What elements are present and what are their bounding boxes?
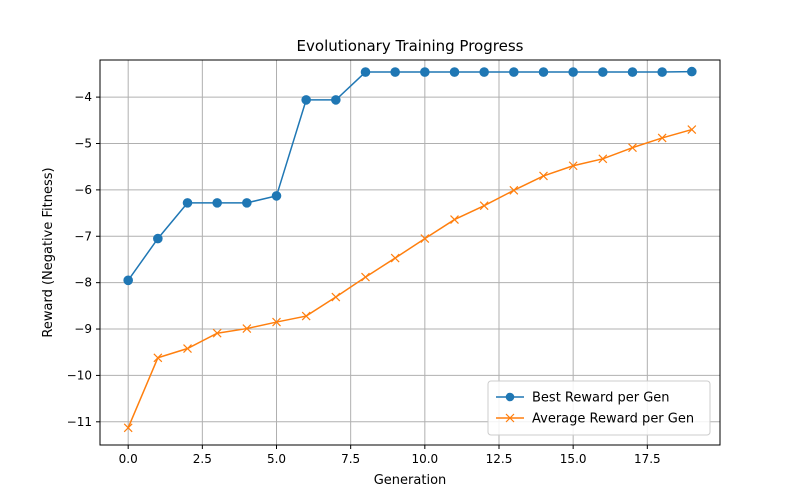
y-tick-label: −9 (74, 322, 92, 336)
legend-label: Average Reward per Gen (532, 412, 694, 427)
legend-marker (505, 392, 515, 402)
series-point (301, 95, 311, 105)
y-tick-label: −7 (74, 229, 92, 243)
y-tick-label: −5 (74, 136, 92, 150)
series-point (568, 67, 578, 77)
series-point (449, 67, 460, 77)
series-point (123, 423, 133, 433)
x-tick-label: 5.0 (267, 452, 286, 466)
series-point (538, 67, 549, 77)
series-line (127, 70, 692, 281)
series-point (420, 234, 430, 244)
series-point (272, 317, 281, 327)
x-tick-label: 0.0 (119, 452, 138, 466)
series-point (360, 67, 371, 77)
series-point (390, 67, 400, 77)
series-point (242, 324, 252, 333)
series-layer (123, 66, 697, 433)
series-point (479, 67, 489, 77)
series-point (687, 66, 697, 77)
series-point (212, 328, 222, 338)
legend-marker (505, 413, 515, 423)
x-tick-label: 12.5 (486, 452, 513, 466)
plot-area-frame (99, 59, 721, 446)
series-point (509, 185, 519, 195)
series-point (123, 275, 133, 286)
series-point (331, 292, 341, 302)
x-tick-label: 7.5 (341, 452, 360, 466)
y-axis-title: Reward (Negative Fitness) (41, 167, 56, 337)
series-point (153, 353, 163, 363)
series-point (628, 143, 637, 153)
series-point (598, 154, 608, 164)
x-tick-label: 17.5 (634, 452, 661, 466)
grid (100, 60, 720, 445)
series-point (687, 125, 697, 135)
chart-title: Evolutionary Training Progress (297, 37, 524, 55)
y-tick-label: −10 (67, 368, 92, 382)
series-point (390, 253, 400, 263)
series-point (627, 67, 638, 77)
series-point (301, 311, 311, 321)
series-point (271, 191, 282, 201)
x-tick-label: 15.0 (560, 452, 587, 466)
x-tick-label: 2.5 (193, 452, 212, 466)
series-point (568, 161, 578, 171)
series-point (242, 198, 252, 208)
x-tick-label: 10.0 (411, 452, 438, 466)
series-point (153, 233, 163, 244)
series-point (182, 198, 193, 208)
series-point (598, 67, 608, 77)
series-point (361, 272, 370, 282)
y-tick-label: −8 (74, 276, 92, 290)
series-point (212, 198, 222, 208)
series-point (331, 95, 341, 105)
legend: Best Reward per Gen Average Reward per Ge… (487, 380, 711, 436)
series-point (657, 67, 667, 77)
legend-frame (487, 380, 711, 436)
y-tick-label: −11 (67, 415, 92, 429)
series-point (450, 215, 459, 224)
y-tick-label: −6 (74, 183, 92, 197)
axis-ticks: 0.0 2.5 5.0 7.5 10.0 12.5 15.0 17.5 −11 −10 −9 −8 −7… (67, 90, 661, 466)
series-point (539, 171, 548, 181)
series-point (183, 344, 192, 353)
y-tick-label: −4 (74, 90, 92, 104)
series-point (657, 133, 667, 143)
x-axis-title: Generation (374, 473, 447, 488)
legend-label: Best Reward per Gen (532, 391, 670, 406)
series-point (509, 67, 519, 77)
series-line (127, 128, 693, 429)
series-point (420, 67, 430, 77)
series-point (479, 201, 489, 211)
